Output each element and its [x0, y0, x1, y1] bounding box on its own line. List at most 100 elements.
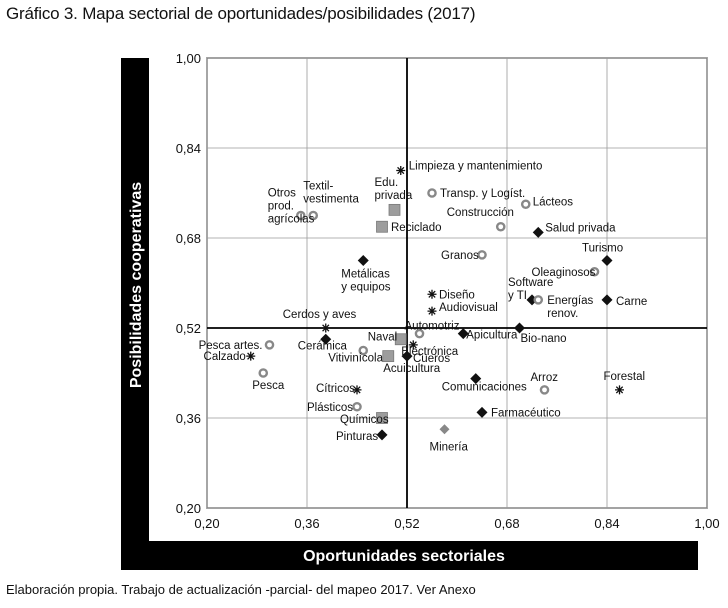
point-marker-salud-privada — [532, 226, 544, 238]
chart-title: Gráfico 3. Mapa sectorial de oportunidad… — [6, 4, 476, 23]
point-label-farmaceutico: Farmacéutico — [491, 407, 561, 419]
point-marker-energias-renov — [533, 295, 544, 305]
point-label-metalicas-y-equipos: Metálicas y equipos — [341, 269, 390, 294]
point-marker-edu-privada — [388, 203, 401, 216]
point-marker-turismo — [601, 255, 613, 266]
point-label-granos: Granos — [441, 250, 479, 262]
point-marker-pesca — [258, 368, 269, 378]
point-marker-carne — [601, 294, 613, 306]
point-marker-mineria — [439, 424, 450, 435]
y-tick-label: 0,84 — [176, 141, 201, 156]
point-marker-apicultura — [457, 328, 469, 340]
y-tick-label: 0,52 — [176, 321, 201, 336]
point-marker-limpieza-y-mantenimiento — [396, 166, 406, 175]
point-marker-lacteos — [520, 199, 531, 210]
point-label-acuicultura: Acuicultura — [383, 363, 440, 375]
point-label-otros-prod-agricolas: Otros prod. agrícolas — [268, 188, 315, 226]
point-label-reciclado: Reciclado — [391, 222, 442, 234]
point-label-software-y-ti: Software y TI — [508, 277, 553, 302]
point-label-pesca-artes: Pesca artes. — [199, 340, 263, 352]
point-marker-pinturas — [376, 429, 388, 441]
point-marker-metalicas-y-equipos — [357, 255, 369, 266]
point-label-quimicos: Químicos — [340, 414, 389, 426]
y-axis-title: Posibilidades cooperativas — [128, 182, 145, 388]
point-marker-textil-vestimenta — [308, 210, 319, 221]
point-marker-quimicos — [376, 412, 388, 424]
point-label-cueros: Cueros — [413, 353, 450, 365]
point-marker-citricos — [352, 385, 362, 395]
point-marker-comunicaciones — [470, 373, 482, 385]
point-label-forestal: Forestal — [604, 371, 646, 383]
point-label-construccion: Construcción — [447, 207, 514, 219]
point-label-electronica: Electrónica — [401, 346, 458, 358]
point-label-pinturas: Pinturas — [336, 431, 378, 443]
point-label-automotriz: Automotriz — [405, 321, 460, 333]
point-label-audiovisual: Audiovisual — [439, 302, 498, 314]
point-label-mineria: Minería — [430, 441, 469, 453]
grid-lines — [206, 57, 708, 509]
point-label-plasticos: Plásticos — [307, 402, 353, 414]
point-marker-naval — [394, 333, 407, 346]
point-label-oleaginosos: Oleaginosos — [532, 267, 596, 279]
reference-lines — [207, 58, 707, 508]
point-label-comunicaciones: Comunicaciones — [442, 382, 527, 394]
point-label-citricos: Cítricos — [316, 383, 355, 395]
point-marker-arroz — [539, 385, 550, 395]
point-marker-oleaginosos — [589, 266, 600, 277]
point-marker-plasticos — [352, 401, 362, 412]
point-marker-reciclado — [376, 220, 388, 233]
point-label-apicultura: Apicultura — [466, 330, 518, 342]
tick-labels: 0,20 0,36 0,52 0,68 0,84 1,00 0,20 0,36 0,52 0,68… — [176, 51, 720, 531]
point-marker-automotriz — [414, 328, 425, 339]
point-marker-transp-y-logist — [427, 188, 437, 198]
x-tick-label: 0,36 — [294, 516, 319, 531]
x-tick-label: 0,68 — [494, 516, 519, 531]
y-tick-label: 0,20 — [176, 501, 201, 516]
point-label-calzado: Calzado — [204, 351, 246, 363]
x-tick-label: 1,00 — [694, 516, 719, 531]
chart-footer: Elaboración propia. Trabajo de actualiza… — [6, 582, 476, 597]
x-tick-label: 0,20 — [194, 516, 219, 531]
point-marker-farmaceutico — [476, 406, 488, 418]
point-marker-cueros — [401, 350, 413, 362]
point-marker-pesca-artes — [264, 340, 275, 350]
y-axis-bar — [121, 58, 149, 570]
y-tick-label: 0,68 — [176, 231, 201, 246]
x-axis-bar — [121, 541, 698, 570]
point-marker-forestal — [615, 385, 624, 395]
point-label-ceramica: Cerámica — [298, 340, 348, 352]
x-tick-label: 0,84 — [594, 516, 619, 531]
point-marker-electronica — [408, 340, 418, 350]
point-label-diseno: Diseño — [439, 289, 475, 301]
point-marker-granos — [477, 250, 487, 260]
point-label-textil-vestimenta: Textil-vestimenta — [303, 181, 359, 206]
point-marker-acuicultura — [382, 350, 395, 363]
x-tick-label: 0,52 — [394, 516, 419, 531]
point-marker-ceramica — [320, 333, 332, 345]
point-label-energias-renov: Energías renov. — [547, 295, 593, 320]
point-label-transp-y-logist: Transp. y Logíst. — [440, 188, 525, 200]
point-marker-calzado — [246, 351, 256, 361]
point-marker-construccion — [495, 221, 506, 232]
point-label-salud-privada: Salud privada — [545, 222, 616, 234]
data-points: Limpieza y mantenimiento Transp. y Logíst… — [199, 161, 648, 454]
y-tick-label: 0,36 — [176, 411, 201, 426]
x-axis-title: Oportunidades sectoriales — [303, 548, 505, 565]
point-label-cerdos-y-aves: Cerdos y aves — [283, 309, 357, 321]
point-marker-diseno — [427, 289, 437, 299]
point-label-edu-privada: Edu. privada — [375, 177, 413, 202]
point-label-naval: Naval — [368, 331, 397, 343]
point-label-bio-nano: Bio-nano — [521, 333, 567, 345]
point-label-vitivinicola: Vitivinícola — [328, 353, 383, 365]
point-label-limpieza-y-mantenimiento: Limpieza y mantenimiento — [409, 161, 543, 173]
y-tick-label: 1,00 — [176, 51, 201, 66]
point-marker-otros-prod-agricolas — [295, 210, 306, 221]
point-marker-audiovisual — [427, 306, 437, 316]
point-label-pesca: Pesca — [252, 380, 285, 392]
point-marker-vitivinicola — [358, 345, 369, 356]
point-marker-bio-nano — [514, 322, 525, 334]
point-label-arroz: Arroz — [531, 372, 559, 384]
point-label-turismo: Turismo — [582, 243, 623, 255]
point-label-lacteos: Lácteos — [533, 196, 574, 208]
